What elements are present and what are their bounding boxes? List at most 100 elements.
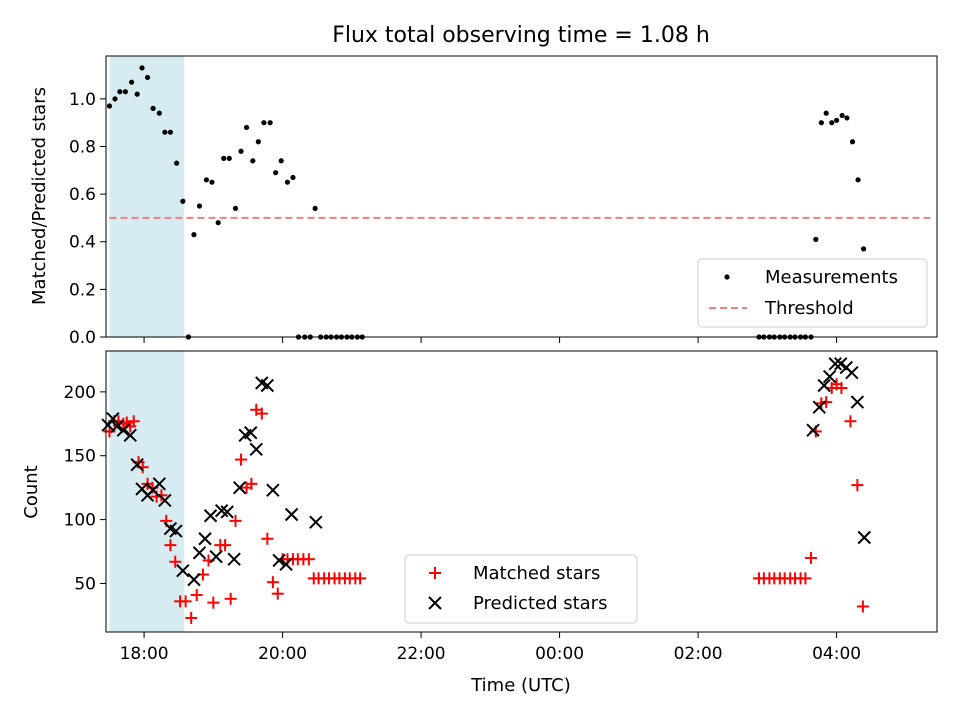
- measurement-point: [250, 158, 256, 164]
- top-y-tick-label: 0.2: [69, 280, 96, 300]
- predicted-star-point: [822, 369, 837, 384]
- bottom-y-axis: 50 100 150 200: [64, 383, 106, 594]
- predicted-star-point: [845, 366, 859, 380]
- legend-matched-label: Matched stars: [473, 563, 600, 584]
- top-panel: Flux total observing time = 1.08 h 0.00.…: [29, 23, 938, 348]
- measurement-point: [134, 91, 140, 97]
- predicted-star-point: [187, 572, 201, 587]
- measurement-point: [162, 129, 168, 135]
- measurement-point: [267, 120, 273, 126]
- matched-star-point: [207, 596, 220, 609]
- bottom-x-tick-label: 02:00: [674, 644, 723, 664]
- legend-measurement-marker: [724, 274, 730, 280]
- bottom-x-tick-label: 22:00: [397, 644, 446, 664]
- matched-star-point: [219, 539, 232, 552]
- predicted-star-point: [806, 423, 820, 437]
- bottom-y-tick-label: 200: [64, 383, 96, 403]
- measurement-point: [855, 177, 861, 183]
- measurement-point: [139, 65, 145, 71]
- measurement-point: [261, 120, 267, 126]
- measurement-point: [221, 155, 227, 161]
- predicted-star-point: [309, 515, 323, 529]
- predicted-star-point: [123, 428, 137, 443]
- predicted-star-point: [227, 552, 241, 566]
- bottom-x-tick-label: 18:00: [120, 644, 169, 664]
- predicted-star-point: [857, 530, 871, 545]
- measurement-point: [273, 170, 279, 176]
- predicted-star-point: [279, 557, 293, 572]
- matched-star-point: [245, 477, 258, 490]
- measurement-point: [278, 158, 284, 164]
- predicted-star-point: [116, 423, 131, 437]
- predicted-star-point: [176, 563, 190, 578]
- top-y-tick-label: 0.4: [69, 233, 96, 253]
- measurement-point: [106, 103, 113, 109]
- predicted-star-point: [828, 357, 842, 371]
- x-axis-label: Time (UTC): [470, 675, 571, 696]
- measurement-point: [232, 205, 239, 212]
- matched-star-point: [266, 576, 279, 589]
- measurement-point: [818, 120, 824, 126]
- matched-star-point: [185, 611, 198, 624]
- measurement-point: [196, 203, 203, 209]
- top-legend: Measurements Threshold: [697, 258, 928, 328]
- measurement-point: [191, 232, 197, 238]
- measurement-point: [209, 179, 215, 185]
- matched-star-point: [354, 572, 367, 585]
- measurement-point: [255, 139, 261, 145]
- measurement-point: [144, 74, 151, 81]
- matched-star-point: [179, 595, 192, 608]
- matched-star-point: [229, 514, 242, 527]
- measurement-point: [844, 115, 850, 121]
- predicted-star-point: [244, 426, 258, 440]
- matched-star-point: [804, 551, 817, 564]
- top-y-tick-label: 0.6: [69, 185, 96, 205]
- measurement-point: [112, 96, 118, 102]
- predicted-star-point: [812, 400, 826, 414]
- measurement-point: [312, 205, 318, 212]
- bottom-y-tick-label: 150: [64, 447, 96, 467]
- bottom-y-tick-label: 100: [64, 511, 96, 531]
- measurement-point: [215, 220, 221, 226]
- legend-threshold-label: Threshold: [764, 298, 854, 319]
- matched-star-point: [820, 396, 833, 409]
- top-chart-title: Flux total observing time = 1.08 h: [332, 23, 710, 48]
- measurement-point: [849, 139, 856, 145]
- measurement-point: [823, 110, 829, 116]
- predicted-star-point: [850, 395, 865, 409]
- bottom-shaded-region: [109, 351, 185, 632]
- bottom-panel: 50 100 150 200 18:00 20:00 22:00 00:00 02:00 04:…: [21, 350, 938, 696]
- bottom-x-tick-label: 20:00: [258, 644, 307, 664]
- matched-star-point: [271, 587, 284, 600]
- measurement-point: [839, 112, 845, 119]
- predicted-star-point: [192, 546, 207, 560]
- measurement-point: [174, 160, 180, 166]
- measurement-point: [150, 105, 156, 111]
- measurement-point: [180, 198, 186, 204]
- measurement-point: [284, 179, 291, 185]
- matched-star-point: [127, 415, 140, 428]
- top-legend-box: [697, 258, 928, 328]
- top-y-tick-label: 0.8: [69, 137, 96, 157]
- predicted-star-point: [209, 549, 223, 564]
- top-y-axis-label: Matched/Predicted stars: [29, 87, 50, 305]
- predicted-star-point: [232, 480, 247, 495]
- top-axes-frame: [105, 55, 938, 338]
- predicted-star-point: [203, 509, 218, 523]
- measurement-point: [860, 246, 867, 252]
- legend-predicted-label: Predicted stars: [473, 593, 607, 614]
- predicted-star-point: [198, 532, 212, 546]
- predicted-star-point: [169, 524, 183, 538]
- top-shaded-region: [109, 56, 185, 337]
- bottom-axes-frame: [105, 350, 938, 633]
- predicted-star-point: [272, 553, 286, 568]
- bottom-y-tick-label: 50: [74, 574, 96, 594]
- measurement-point: [238, 148, 244, 154]
- matched-star-point: [169, 555, 182, 568]
- matched-star-point: [851, 479, 864, 492]
- predicted-star-point: [817, 378, 831, 393]
- matched-stars-series: [103, 378, 869, 624]
- matched-star-point: [190, 588, 203, 601]
- matched-star-point: [835, 382, 848, 395]
